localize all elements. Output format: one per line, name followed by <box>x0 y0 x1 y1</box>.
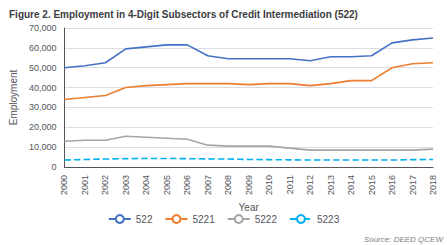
svg-text:40,000: 40,000 <box>29 83 57 93</box>
svg-text:Figure 2. Employment in 4-Digi: Figure 2. Employment in 4-Digit Subsecto… <box>9 9 358 20</box>
svg-text:20,000: 20,000 <box>29 122 57 132</box>
svg-text:522: 522 <box>136 214 153 225</box>
svg-text:5223: 5223 <box>317 214 340 225</box>
svg-text:50,000: 50,000 <box>29 63 57 73</box>
svg-text:2004: 2004 <box>141 175 151 195</box>
svg-text:Source: DEED QCEW: Source: DEED QCEW <box>364 235 445 244</box>
svg-text:60,000: 60,000 <box>29 43 57 53</box>
svg-text:Employment: Employment <box>8 69 19 125</box>
svg-text:2008: 2008 <box>223 175 233 195</box>
svg-text:2011: 2011 <box>285 175 295 194</box>
svg-text:2010: 2010 <box>264 175 274 195</box>
svg-text:5222: 5222 <box>255 214 278 225</box>
svg-text:2007: 2007 <box>203 175 213 195</box>
svg-text:2012: 2012 <box>305 175 315 195</box>
svg-text:2016: 2016 <box>387 175 397 195</box>
svg-text:2017: 2017 <box>408 175 418 195</box>
svg-text:2002: 2002 <box>100 175 110 195</box>
svg-text:2014: 2014 <box>346 175 356 195</box>
svg-text:2018: 2018 <box>428 175 438 195</box>
svg-text:2006: 2006 <box>182 175 192 195</box>
svg-text:2001: 2001 <box>80 175 90 195</box>
svg-text:2005: 2005 <box>162 175 172 195</box>
svg-text:2009: 2009 <box>244 175 254 195</box>
svg-text:2013: 2013 <box>326 175 336 195</box>
svg-text:70,000: 70,000 <box>29 23 57 33</box>
svg-text:2000: 2000 <box>59 175 69 195</box>
svg-text:2003: 2003 <box>121 175 131 195</box>
svg-text:2015: 2015 <box>367 175 377 195</box>
svg-text:10,000: 10,000 <box>29 142 57 152</box>
svg-text:Year: Year <box>239 202 260 213</box>
svg-text:5221: 5221 <box>192 214 215 225</box>
svg-text:30,000: 30,000 <box>29 102 57 112</box>
svg-text:0: 0 <box>51 162 56 172</box>
